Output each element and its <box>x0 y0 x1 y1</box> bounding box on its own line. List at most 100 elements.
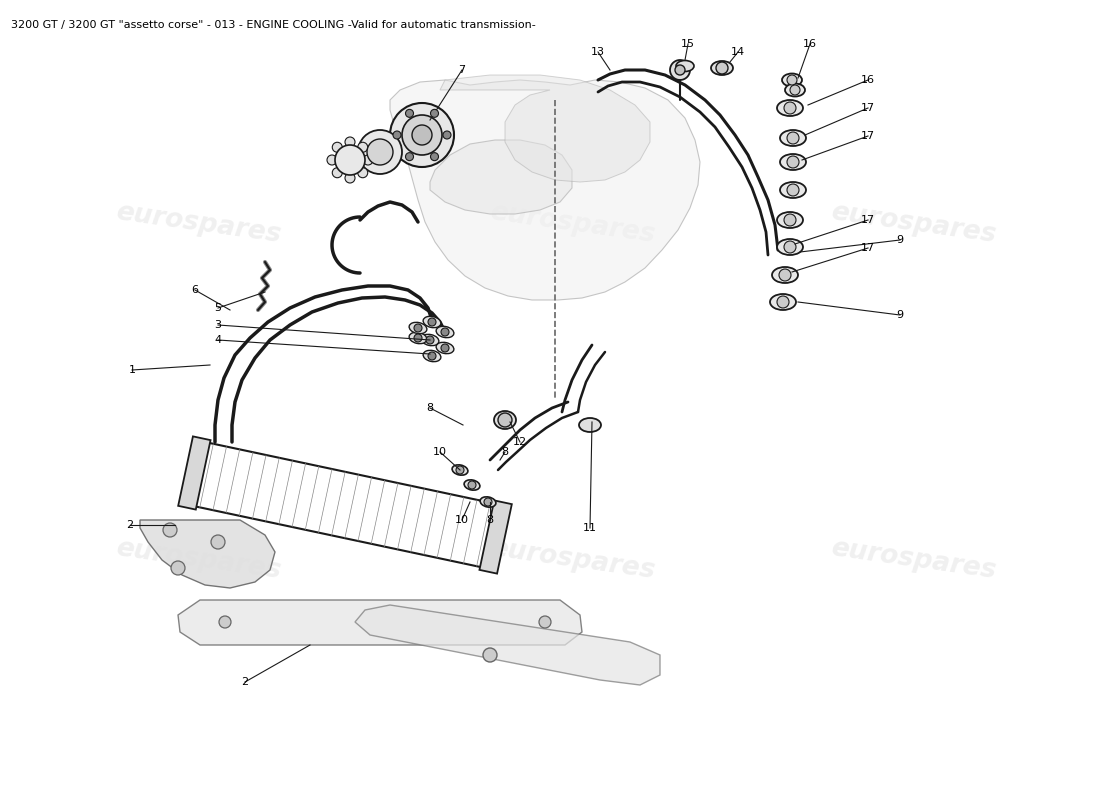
Circle shape <box>430 153 439 161</box>
Ellipse shape <box>676 61 694 71</box>
Text: 9: 9 <box>896 310 903 320</box>
Circle shape <box>358 142 367 152</box>
Ellipse shape <box>780 154 806 170</box>
Circle shape <box>332 168 342 178</box>
Text: 16: 16 <box>861 75 875 85</box>
Text: 2: 2 <box>241 677 249 687</box>
Polygon shape <box>178 436 210 510</box>
Circle shape <box>367 139 393 165</box>
Text: 9: 9 <box>896 235 903 245</box>
Circle shape <box>675 65 685 75</box>
Text: 4: 4 <box>214 335 221 345</box>
Text: 14: 14 <box>730 47 745 57</box>
Text: 10: 10 <box>433 447 447 457</box>
Text: 6: 6 <box>191 285 198 295</box>
Polygon shape <box>430 140 572 214</box>
Ellipse shape <box>777 212 803 228</box>
Text: 17: 17 <box>861 215 876 225</box>
Ellipse shape <box>777 100 803 116</box>
Text: 8: 8 <box>486 515 494 525</box>
Circle shape <box>716 62 728 74</box>
Text: 10: 10 <box>455 515 469 525</box>
Text: eurospares: eurospares <box>487 199 657 249</box>
Circle shape <box>428 352 436 360</box>
Polygon shape <box>355 605 660 685</box>
Circle shape <box>332 142 342 152</box>
Ellipse shape <box>494 411 516 429</box>
Ellipse shape <box>452 465 468 475</box>
Circle shape <box>670 60 690 80</box>
Text: 17: 17 <box>861 103 876 113</box>
Ellipse shape <box>772 267 798 283</box>
Text: 3: 3 <box>214 320 221 330</box>
Text: 16: 16 <box>803 39 817 49</box>
Circle shape <box>786 184 799 196</box>
Circle shape <box>498 413 512 427</box>
Circle shape <box>358 168 367 178</box>
Ellipse shape <box>424 350 441 362</box>
Polygon shape <box>140 520 275 588</box>
Circle shape <box>414 324 422 332</box>
Ellipse shape <box>777 239 803 255</box>
Circle shape <box>441 344 449 352</box>
Circle shape <box>406 110 414 118</box>
Ellipse shape <box>711 61 733 75</box>
Ellipse shape <box>436 342 454 354</box>
Polygon shape <box>187 441 504 569</box>
Circle shape <box>336 145 365 175</box>
Ellipse shape <box>579 418 601 432</box>
Text: 8: 8 <box>427 403 433 413</box>
Circle shape <box>430 110 439 118</box>
Text: eurospares: eurospares <box>487 535 657 585</box>
Circle shape <box>211 535 226 549</box>
Circle shape <box>412 125 432 145</box>
Ellipse shape <box>464 480 480 490</box>
Ellipse shape <box>409 322 427 334</box>
Circle shape <box>393 131 402 139</box>
Circle shape <box>784 102 796 114</box>
Text: 7: 7 <box>459 65 465 75</box>
Circle shape <box>786 75 798 85</box>
Ellipse shape <box>782 74 802 86</box>
Text: 8: 8 <box>502 447 508 457</box>
Circle shape <box>443 131 451 139</box>
Ellipse shape <box>780 182 806 198</box>
Circle shape <box>219 616 231 628</box>
Text: 17: 17 <box>861 243 876 253</box>
Text: 13: 13 <box>591 47 605 57</box>
Circle shape <box>484 498 492 506</box>
Text: 17: 17 <box>861 131 876 141</box>
Ellipse shape <box>421 334 439 346</box>
Circle shape <box>402 115 442 155</box>
Text: eurospares: eurospares <box>828 199 998 249</box>
Circle shape <box>784 214 796 226</box>
Text: eurospares: eurospares <box>113 535 283 585</box>
Text: eurospares: eurospares <box>828 535 998 585</box>
Circle shape <box>779 269 791 281</box>
Circle shape <box>786 132 799 144</box>
Ellipse shape <box>436 326 454 338</box>
Polygon shape <box>178 600 582 645</box>
Circle shape <box>456 466 464 474</box>
Circle shape <box>784 241 796 253</box>
Polygon shape <box>480 501 512 574</box>
Circle shape <box>390 103 454 167</box>
Circle shape <box>358 130 402 174</box>
Text: 1: 1 <box>129 365 135 375</box>
Text: 11: 11 <box>583 523 597 533</box>
Circle shape <box>539 616 551 628</box>
Circle shape <box>170 561 185 575</box>
Ellipse shape <box>480 497 496 507</box>
Circle shape <box>786 156 799 168</box>
Circle shape <box>428 318 436 326</box>
Ellipse shape <box>785 83 805 97</box>
Text: 12: 12 <box>513 437 527 447</box>
Ellipse shape <box>780 130 806 146</box>
Circle shape <box>790 85 800 95</box>
Circle shape <box>468 481 476 489</box>
Text: 15: 15 <box>681 39 695 49</box>
Circle shape <box>777 296 789 308</box>
Circle shape <box>363 155 373 165</box>
Circle shape <box>406 153 414 161</box>
Circle shape <box>483 648 497 662</box>
